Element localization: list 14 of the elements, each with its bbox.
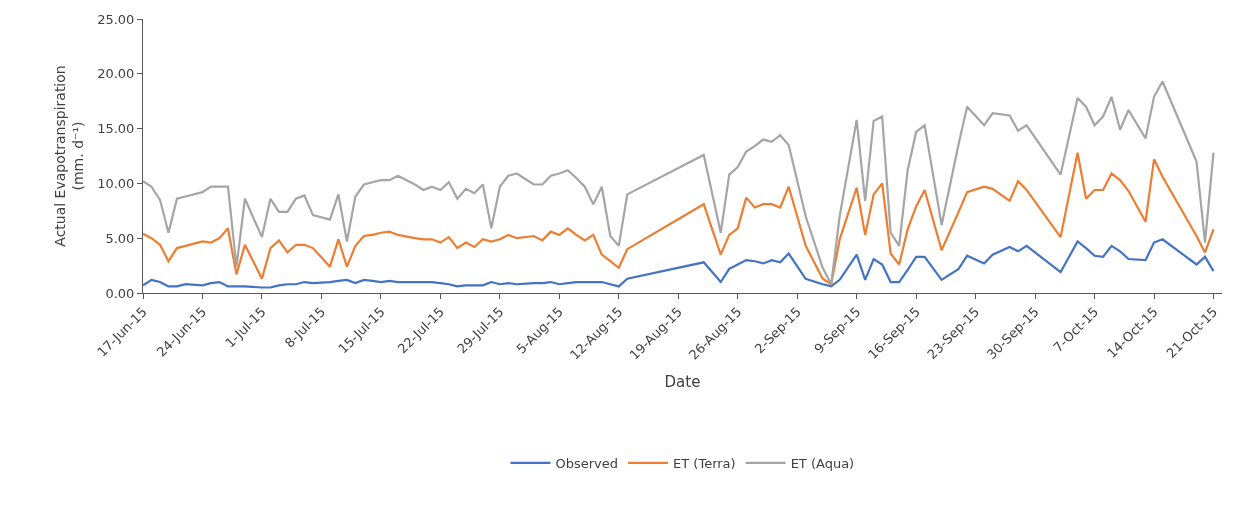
- y-tick-label: 5.00: [105, 230, 135, 246]
- line-series: [143, 151, 1215, 286]
- y-tick-label: 25.00: [97, 11, 135, 27]
- y-axis-title: Actual Evapotranspiration (mm. d⁻¹): [51, 65, 86, 247]
- legend-label: Observed: [555, 455, 619, 471]
- line-series: [143, 80, 1215, 286]
- y-tick-label: 20.00: [97, 66, 135, 82]
- y-tick-label: 10.00: [97, 175, 135, 191]
- legend-label: ET (Terra): [673, 455, 736, 471]
- y-tick-label: 0.00: [105, 285, 135, 301]
- y-tick-label: 15.00: [97, 121, 135, 137]
- line-series: [143, 238, 1215, 289]
- x-axis-title: Date: [664, 372, 701, 391]
- legend-label: ET (Aqua): [790, 455, 855, 471]
